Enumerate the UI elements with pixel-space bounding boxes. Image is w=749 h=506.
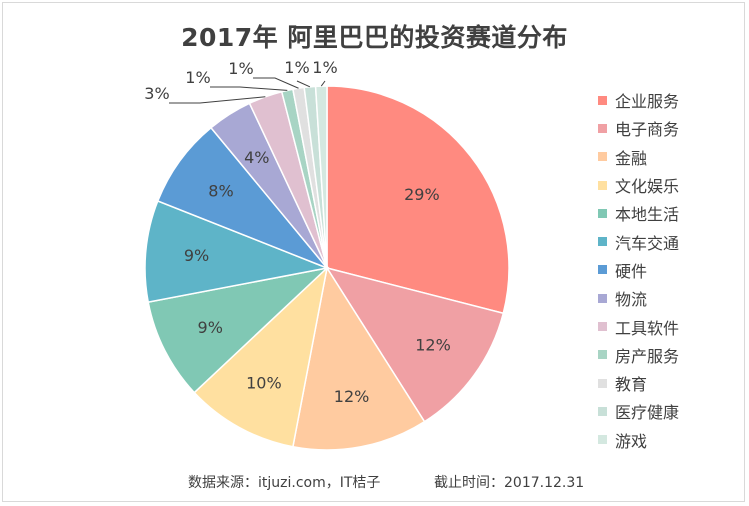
legend-item: 硬件 [598, 256, 738, 284]
leader-line [320, 80, 326, 87]
slice-value-label: 1% [284, 58, 309, 77]
pie-slice [292, 265, 426, 451]
legend-swatch [598, 350, 607, 360]
legend-item: 游戏 [598, 426, 738, 454]
legend-label: 物流 [615, 290, 648, 310]
slice-value-label: 12% [415, 336, 451, 355]
slice-value-label: 10% [246, 373, 282, 392]
pie-slice [193, 265, 329, 448]
leader-line [253, 77, 299, 89]
legend-item: 电子商务 [598, 114, 738, 142]
slice-value-label: 9% [184, 246, 209, 265]
pie-slice [147, 266, 330, 394]
pie-slice [156, 126, 328, 269]
legend-label: 游戏 [615, 431, 648, 451]
legend-item: 文化娱乐 [598, 171, 738, 199]
leader-line [169, 96, 266, 104]
pie-slice [326, 85, 510, 315]
legend-label: 本地生活 [615, 205, 680, 225]
legend-label: 文化娱乐 [615, 177, 680, 197]
legend-swatch [598, 322, 607, 332]
slice-value-label: 3% [144, 84, 169, 103]
legend-swatch [598, 152, 607, 162]
cutoff-date: 截止时间：2017.12.31 [434, 475, 585, 491]
legend-item: 金融 [598, 143, 738, 171]
slice-value-label: 1% [312, 58, 337, 77]
legend-swatch [598, 180, 607, 190]
legend-swatch [598, 265, 607, 275]
legend-swatch [598, 95, 607, 105]
legend-label: 医疗健康 [615, 403, 680, 423]
legend-item: 物流 [598, 284, 738, 312]
legend-item: 本地生活 [598, 199, 738, 227]
legend: 企业服务电子商务金融文化娱乐本地生活汽车交通硬件物流工具软件房产服务教育医疗健康… [598, 86, 738, 454]
legend-item: 工具软件 [598, 312, 738, 340]
legend-label: 企业服务 [615, 92, 680, 112]
legend-label: 金融 [615, 148, 648, 168]
legend-label: 电子商务 [615, 120, 680, 140]
pie-slice [144, 200, 330, 303]
legend-item: 医疗健康 [598, 397, 738, 425]
legend-label: 工具软件 [615, 318, 680, 338]
legend-swatch [598, 123, 607, 133]
pie-slice [325, 266, 505, 423]
slice-value-label: 12% [334, 387, 370, 406]
legend-swatch [598, 406, 607, 416]
legend-item: 汽车交通 [598, 227, 738, 255]
slice-value-label: 8% [208, 181, 233, 200]
legend-swatch [598, 378, 607, 388]
legend-label: 房产服务 [615, 346, 680, 366]
pie-slice [314, 85, 328, 269]
leader-line [210, 86, 288, 91]
legend-item: 企业服务 [598, 86, 738, 114]
legend-label: 硬件 [615, 261, 648, 281]
slice-value-label: 29% [404, 185, 440, 204]
legend-swatch [598, 435, 607, 445]
slice-value-label: 9% [198, 318, 223, 337]
data-source: 数据来源：itjuzi.com，IT桔子 [188, 475, 381, 491]
legend-swatch [598, 237, 607, 247]
leader-line [296, 80, 311, 88]
legend-swatch [598, 208, 607, 218]
slice-value-label: 1% [228, 59, 253, 78]
slice-value-label: 1% [185, 68, 210, 87]
legend-item: 房产服务 [598, 341, 738, 369]
legend-label: 教育 [615, 375, 648, 395]
legend-item: 教育 [598, 369, 738, 397]
chart-title: 2017年 阿里巴巴的投资赛道分布 [181, 23, 568, 52]
slice-value-label: 4% [244, 148, 269, 167]
legend-label: 汽车交通 [615, 233, 680, 253]
legend-swatch [598, 293, 607, 303]
